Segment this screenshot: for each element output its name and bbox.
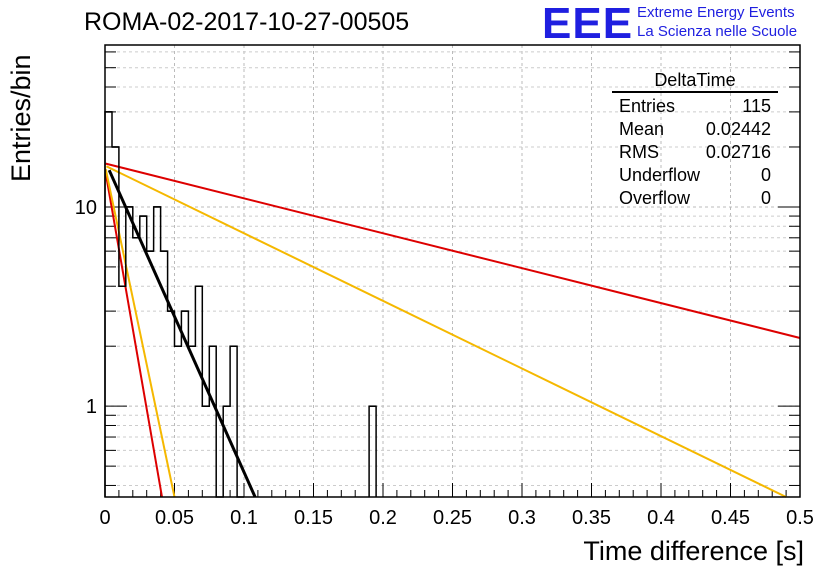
stats-row-rms: RMS 0.02716 (612, 141, 778, 164)
stats-value: 0.02716 (705, 142, 771, 162)
stats-row-overflow: Overflow 0 (612, 187, 778, 210)
stats-label: Entries (619, 96, 676, 116)
stats-label: Underflow (619, 165, 701, 185)
fit-lines (104, 162, 801, 498)
org-line-1: Extreme Energy Events (637, 4, 795, 21)
stats-value: 0 (760, 165, 771, 185)
x-tick-label: 0.05 (155, 507, 194, 529)
eee-logo: EEE (542, 0, 634, 48)
x-tick-labels: 0 0.05 0.1 0.15 0.2 0.25 0.3 0.35 0.4 0.45 0.5 (99, 507, 813, 529)
y-tick-labels: 1 10 (75, 197, 97, 418)
histogram-outline (104, 111, 377, 498)
x-tick-label: 0.4 (647, 507, 675, 529)
stats-value: 0.02442 (705, 119, 771, 139)
stats-row-entries: Entries 115 (612, 95, 778, 118)
stats-label: Mean (619, 119, 665, 139)
stats-value: 0 (760, 188, 771, 208)
x-tick-label: 0.35 (572, 507, 611, 529)
x-axis-label: Time difference [s] (583, 536, 804, 566)
org-label: Extreme Energy Events La Scienza nelle S… (637, 3, 797, 41)
x-tick-label: 0.1 (230, 507, 258, 529)
run-title: ROMA-02-2017-10-27-00505 (84, 8, 410, 36)
x-tick-label: 0.5 (786, 507, 814, 529)
x-tick-label: 0.3 (508, 507, 536, 529)
fit-line (105, 162, 801, 339)
stats-row-mean: Mean 0.02442 (612, 118, 778, 141)
stats-label: RMS (619, 142, 659, 162)
stats-box: DeltaTime Entries 115 Mean 0.02442 RMS 0… (612, 70, 778, 210)
fit-line (104, 172, 163, 498)
y-tick-label: 1 (86, 396, 97, 418)
stats-row-underflow: Underflow 0 (612, 164, 778, 187)
y-tick-label: 10 (75, 197, 97, 219)
x-tick-label: 0.45 (711, 507, 750, 529)
x-tick-label: 0.25 (433, 507, 472, 529)
x-tick-label: 0 (99, 507, 110, 529)
grid-lines (105, 45, 800, 497)
fit-line (105, 165, 787, 498)
x-tick-label: 0.15 (294, 507, 333, 529)
stats-value: 115 (742, 96, 771, 116)
plot-frame (104, 44, 801, 498)
stats-label: Overflow (619, 188, 691, 208)
x-tick-label: 0.2 (369, 507, 397, 529)
fit-line (104, 168, 176, 498)
org-line-2: La Scienza nelle Scuole (637, 23, 798, 40)
stats-title: DeltaTime (612, 70, 778, 93)
histogram-series (104, 111, 377, 498)
y-axis-label: Entries/bin (6, 54, 36, 182)
